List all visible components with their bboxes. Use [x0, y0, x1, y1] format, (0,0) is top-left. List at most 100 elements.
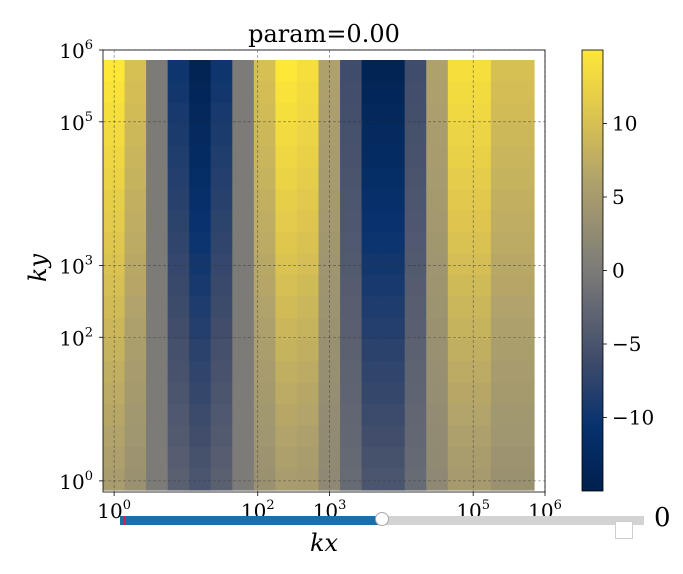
heatmap-cell: [232, 468, 255, 491]
heatmap-cell: [426, 361, 449, 384]
heatmap-cell: [318, 382, 341, 405]
heatmap-cell: [340, 275, 363, 298]
heatmap-cell: [361, 253, 384, 276]
heatmap-cell: [361, 318, 384, 341]
slider-fill: [120, 516, 382, 525]
heatmap-cell: [124, 382, 147, 405]
heatmap-cell: [103, 232, 126, 255]
heatmap-cell: [469, 189, 492, 212]
heatmap-cell: [189, 81, 212, 104]
heatmap-cell: [490, 339, 514, 362]
heatmap-cell: [361, 468, 384, 491]
heatmap-cell: [103, 253, 126, 276]
heatmap-cell: [447, 404, 470, 427]
heatmap-cell: [146, 425, 169, 448]
heatmap-cell: [361, 404, 384, 427]
heatmap-cell: [469, 275, 492, 298]
heatmap-cell: [490, 447, 514, 470]
heatmap-cell: [383, 60, 406, 83]
heatmap-cell: [340, 81, 363, 104]
heatmap-cell: [167, 425, 190, 448]
heatmap-cell: [469, 60, 492, 83]
heatmap-cell: [469, 167, 492, 190]
heatmap-cell: [340, 146, 363, 169]
heatmap-cell: [253, 232, 276, 255]
heatmap-cell: [426, 146, 449, 169]
heatmap-cell: [253, 404, 276, 427]
heatmap-cell: [124, 103, 147, 126]
heatmap-cell: [253, 103, 276, 126]
heatmap-cell: [275, 296, 298, 319]
heatmap-cell: [404, 167, 427, 190]
heatmap-cell: [340, 382, 363, 405]
heatmap-cell: [426, 60, 449, 83]
heatmap-cell: [383, 189, 406, 212]
heatmap-cell: [167, 103, 190, 126]
heatmap-cell: [232, 275, 255, 298]
param-slider[interactable]: [120, 510, 648, 532]
heatmap-cell: [296, 296, 320, 319]
heatmap-cell: [447, 81, 470, 104]
heatmap-cell: [275, 447, 298, 470]
colorbar-gradient: [581, 49, 604, 492]
slider-value: 0: [654, 503, 671, 533]
heatmap-cell: [318, 167, 341, 190]
heatmap-cell: [146, 296, 169, 319]
heatmap-cell: [296, 103, 320, 126]
heatmap-cell: [275, 210, 298, 233]
y-tick-label: 102: [59, 325, 93, 350]
heatmap-cell: [512, 296, 535, 319]
heatmap-cell: [512, 382, 535, 405]
heatmap-cell: [124, 232, 147, 255]
heatmap-cell: [124, 318, 147, 341]
heatmap-cell: [383, 146, 406, 169]
heatmap-cell: [383, 81, 406, 104]
heatmap-cell: [275, 361, 298, 384]
y-axis: 100 102 103 105 106: [59, 38, 103, 494]
heatmap-cell: [210, 189, 233, 212]
heatmap-cell: [469, 146, 492, 169]
heatmap-cell: [490, 210, 514, 233]
heatmap-cell: [210, 275, 233, 298]
heatmap-cell: [447, 146, 470, 169]
heatmap-cell: [103, 382, 126, 405]
heatmap-cell: [447, 232, 470, 255]
heatmap-cell: [296, 318, 320, 341]
toggle-checkbox[interactable]: [615, 521, 633, 539]
heatmap-cell: [469, 232, 492, 255]
plot-frame: [102, 49, 546, 493]
heatmap-cell: [490, 425, 514, 448]
heatmap-cell: [124, 447, 147, 470]
heatmap-cell: [469, 404, 492, 427]
heatmap-cell: [275, 404, 298, 427]
heatmap-cell: [210, 447, 233, 470]
heatmap-cell: [426, 81, 449, 104]
heatmap-cell: [296, 146, 320, 169]
heatmap-cell: [253, 447, 276, 470]
heatmap-cell: [318, 103, 341, 126]
heatmap-cell: [361, 124, 384, 147]
heatmap-cell: [296, 189, 320, 212]
heatmap-cell: [490, 253, 514, 276]
heatmap-cell: [146, 232, 169, 255]
heatmap-cell: [426, 296, 449, 319]
heatmap-cell: [447, 339, 470, 362]
heatmap-cell: [167, 210, 190, 233]
heatmap-cell: [426, 253, 449, 276]
heatmap-cell: [490, 318, 514, 341]
heatmap-cell: [146, 404, 169, 427]
heatmap-cell: [210, 253, 233, 276]
heatmap-cell: [167, 189, 190, 212]
slider-handle[interactable]: [375, 512, 389, 526]
heatmap-cell: [383, 468, 406, 491]
heatmap-cell: [447, 361, 470, 384]
y-tick-label: 103: [59, 253, 93, 278]
heatmap-cell: [189, 210, 212, 233]
heatmap-cell: [189, 468, 212, 491]
heatmap-cell: [253, 210, 276, 233]
heatmap-cell: [426, 124, 449, 147]
heatmap-cell: [275, 468, 298, 491]
heatmap-cell: [275, 425, 298, 448]
heatmap-cell: [146, 60, 169, 83]
heatmap-cell: [404, 382, 427, 405]
